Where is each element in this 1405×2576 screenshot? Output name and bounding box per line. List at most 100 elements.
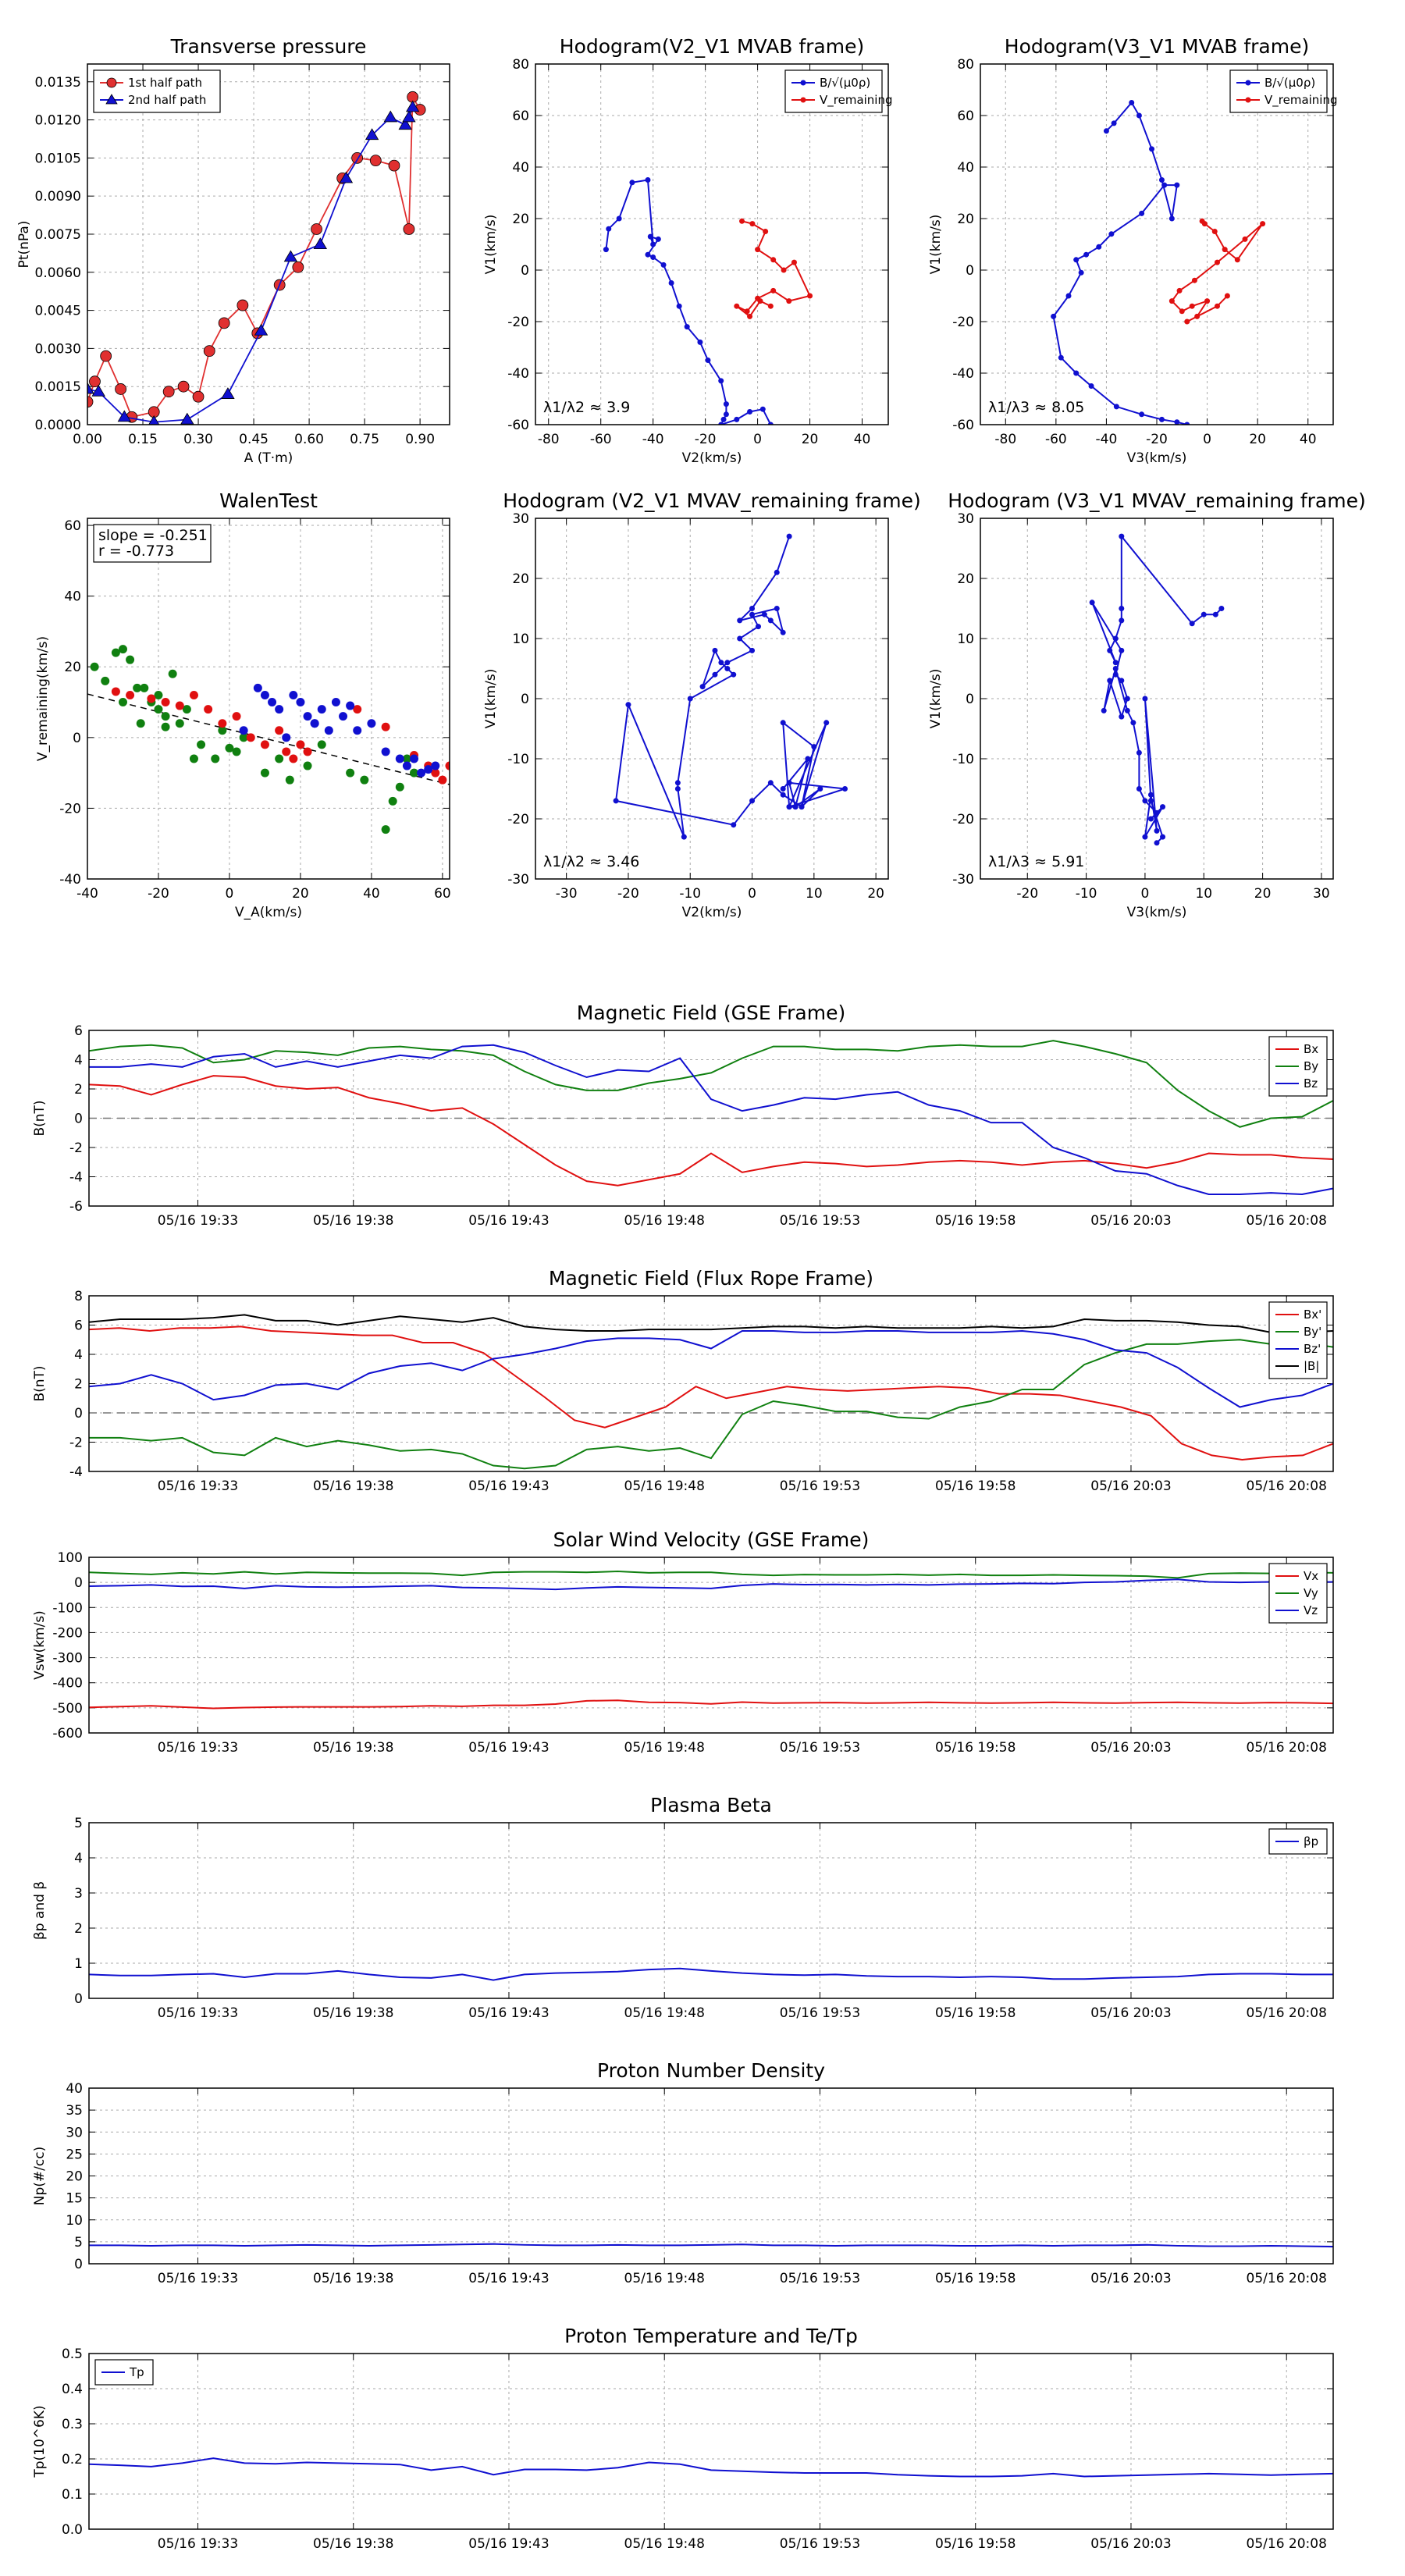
data-point <box>204 705 213 714</box>
x-tick-label: 05/16 19:53 <box>780 2005 860 2021</box>
data-point <box>324 726 333 735</box>
x-tick-label: 40 <box>363 886 380 902</box>
y-tick-label: 0 <box>74 1406 83 1421</box>
plot-area <box>89 1040 1333 1196</box>
x-tick-label: 05/16 19:33 <box>158 1478 238 1494</box>
x-tick-label: 05/16 19:48 <box>624 2005 705 2021</box>
data-point <box>398 118 412 130</box>
ratio-annotation: λ1/λ3 ≈ 5.91 <box>988 853 1084 870</box>
x-tick-label: -40 <box>76 886 98 902</box>
plot-frame <box>88 1557 1334 1734</box>
x-tick-label: 05/16 19:43 <box>468 2271 549 2286</box>
x-tick-label: 05/16 19:38 <box>313 2005 393 2021</box>
data-point <box>1124 696 1130 702</box>
data-point <box>1112 635 1119 642</box>
y-tick-label: -300 <box>52 1651 83 1667</box>
data-point <box>1174 182 1180 188</box>
data-point <box>705 358 711 363</box>
data-point <box>718 378 724 384</box>
chart-title: Solar Wind Velocity (GSE Frame) <box>553 1528 870 1551</box>
y-tick-label: 20 <box>957 571 974 587</box>
plot-area <box>89 2457 1333 2478</box>
x-tick-label: 05/16 19:43 <box>468 1478 549 1494</box>
chart-tp2: Proton Temperature and Te/Tp 05/16 19:33 0… <box>32 2325 1334 2552</box>
data-point <box>1191 277 1197 283</box>
data-point <box>285 775 294 785</box>
data-point <box>668 280 674 286</box>
series-b-0--line <box>1052 101 1187 425</box>
plot-area <box>1089 533 1225 846</box>
legend-label: B/√(μ0ρ) <box>1264 76 1315 90</box>
data-point <box>161 722 170 731</box>
series-b-line <box>614 535 845 838</box>
data-point <box>723 401 729 407</box>
y-tick-label: 8 <box>74 1289 83 1304</box>
x-tick-label: 0.45 <box>239 432 269 447</box>
x-tick-label: 0.00 <box>73 432 102 447</box>
x-tick-label: -20 <box>1016 886 1038 902</box>
data-point <box>395 782 404 792</box>
data-point <box>770 287 777 294</box>
data-point <box>388 796 397 806</box>
legend-label: βp <box>1304 1834 1318 1848</box>
data-point <box>89 375 101 388</box>
data-point <box>111 687 120 696</box>
x-tick-label: 05/16 19:58 <box>935 1478 1016 1494</box>
data-point <box>1154 809 1160 816</box>
data-point <box>225 743 234 753</box>
series-bx--line <box>89 1325 1333 1461</box>
data-point <box>91 384 105 397</box>
chart-h2: Hodogram(V3_V1 MVAB frame) -80 -60 -40 -20 0 2… <box>928 35 1338 466</box>
data-point <box>360 775 369 785</box>
data-point <box>162 386 175 398</box>
data-point <box>807 293 813 299</box>
data-point <box>161 698 170 707</box>
data-point <box>189 754 198 763</box>
series-b-line <box>1091 534 1222 844</box>
data-point <box>744 308 750 315</box>
data-point <box>1065 293 1072 299</box>
chart-title: Proton Number Density <box>597 2059 825 2082</box>
data-point <box>1088 383 1094 389</box>
data-point <box>175 719 184 728</box>
data-point <box>767 422 774 425</box>
data-point <box>1073 370 1080 376</box>
data-point <box>684 324 690 330</box>
legend-label: Vy <box>1304 1586 1318 1600</box>
data-point <box>613 798 619 804</box>
data-point <box>182 705 191 714</box>
data-point <box>761 611 767 617</box>
y-tick-label: 2 <box>74 1377 83 1393</box>
data-point <box>221 387 235 399</box>
legend-label: Vz <box>1304 1603 1318 1617</box>
chart-title: Hodogram(V3_V1 MVAB frame) <box>1005 35 1309 58</box>
y-tick-label: -30 <box>507 872 529 888</box>
data-point <box>780 629 786 635</box>
y-tick-label: 0.2 <box>62 2452 83 2467</box>
y-tick-label: 0.3 <box>62 2417 83 2432</box>
y-tick-label: -500 <box>52 1701 83 1717</box>
y-tick-label: 20 <box>512 212 529 227</box>
data-point <box>1218 606 1225 611</box>
plot-frame <box>980 518 1334 880</box>
series--p-line <box>89 1967 1333 1981</box>
legend-label: V_remaining <box>1264 93 1338 108</box>
data-point <box>381 747 390 756</box>
data-point <box>211 754 220 763</box>
chart-h1: Hodogram(V2_V1 MVAB frame) -80 -60 -40 -20 0 2… <box>483 35 893 466</box>
data-point <box>438 775 447 785</box>
data-point <box>1160 804 1166 810</box>
y-tick-label: -40 <box>507 366 529 382</box>
x-tick-label: 05/16 19:58 <box>935 1213 1016 1229</box>
x-tick-label: 0 <box>1141 886 1150 902</box>
data-point <box>268 698 277 707</box>
chart-title: Hodogram (V3_V1 MVAV_remaining frame) <box>948 489 1366 512</box>
data-point <box>311 223 322 235</box>
data-point <box>381 722 390 731</box>
chart-beta: Plasma Beta 05/16 19:33 05/16 19:38 05/16 1… <box>32 1794 1334 2021</box>
data-point <box>90 662 99 671</box>
data-point <box>417 768 426 777</box>
series-by--line <box>89 1339 1333 1470</box>
data-point <box>126 655 135 664</box>
